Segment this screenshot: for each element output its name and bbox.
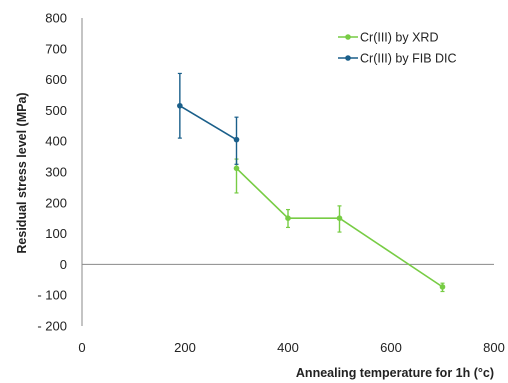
data-point xyxy=(439,284,446,290)
y-tick-labels: 800 700 600 500 400 300 200 100 0 - 100 - 200 xyxy=(37,11,67,334)
y-tick-label: 300 xyxy=(45,165,67,180)
x-tick-label: 200 xyxy=(174,340,196,355)
y-tick-label: 600 xyxy=(45,72,67,87)
y-tick-label: 100 xyxy=(45,226,67,241)
legend-item: Cr(III) by FIB DIC xyxy=(338,52,457,66)
x-axis-label: Annealing temperature for 1h (°c) xyxy=(296,366,494,380)
data-point xyxy=(285,215,291,221)
x-tick-label: 400 xyxy=(277,340,299,355)
y-tick-label: 800 xyxy=(45,11,67,26)
legend-swatch-marker xyxy=(345,34,351,40)
x-tick-label: 600 xyxy=(380,340,402,355)
y-tick-label: 500 xyxy=(45,103,67,118)
y-tick-label: 700 xyxy=(45,41,67,56)
data-point xyxy=(233,165,240,172)
y-tick-label: - 200 xyxy=(37,319,67,334)
data-point xyxy=(233,136,240,143)
data-point xyxy=(177,102,183,109)
legend-item: Cr(III) by XRD xyxy=(338,31,438,45)
data-point xyxy=(336,215,343,221)
x-tick-label: 0 xyxy=(78,340,85,355)
x-tick-label: 800 xyxy=(483,340,505,355)
legend-label: Cr(III) by XRD xyxy=(360,31,438,45)
legend-swatch-marker xyxy=(345,55,351,61)
axes xyxy=(81,18,494,326)
series-layer xyxy=(177,72,446,293)
series-1 xyxy=(233,158,446,293)
series-2 xyxy=(177,72,240,165)
series-line xyxy=(235,167,443,288)
legend-label: Cr(III) by FIB DIC xyxy=(360,52,457,66)
legend: Cr(III) by XRD Cr(III) by FIB DIC xyxy=(338,31,457,66)
y-tick-label: 0 xyxy=(60,257,67,272)
y-tick-label: 200 xyxy=(45,195,67,210)
series-line xyxy=(179,105,237,141)
x-tick-labels: 0 200 400 600 800 xyxy=(78,340,504,355)
y-tick-label: 400 xyxy=(45,134,67,149)
y-tick-label: - 100 xyxy=(37,288,67,303)
y-axis-label: Residual stress level (MPa) xyxy=(15,92,29,253)
